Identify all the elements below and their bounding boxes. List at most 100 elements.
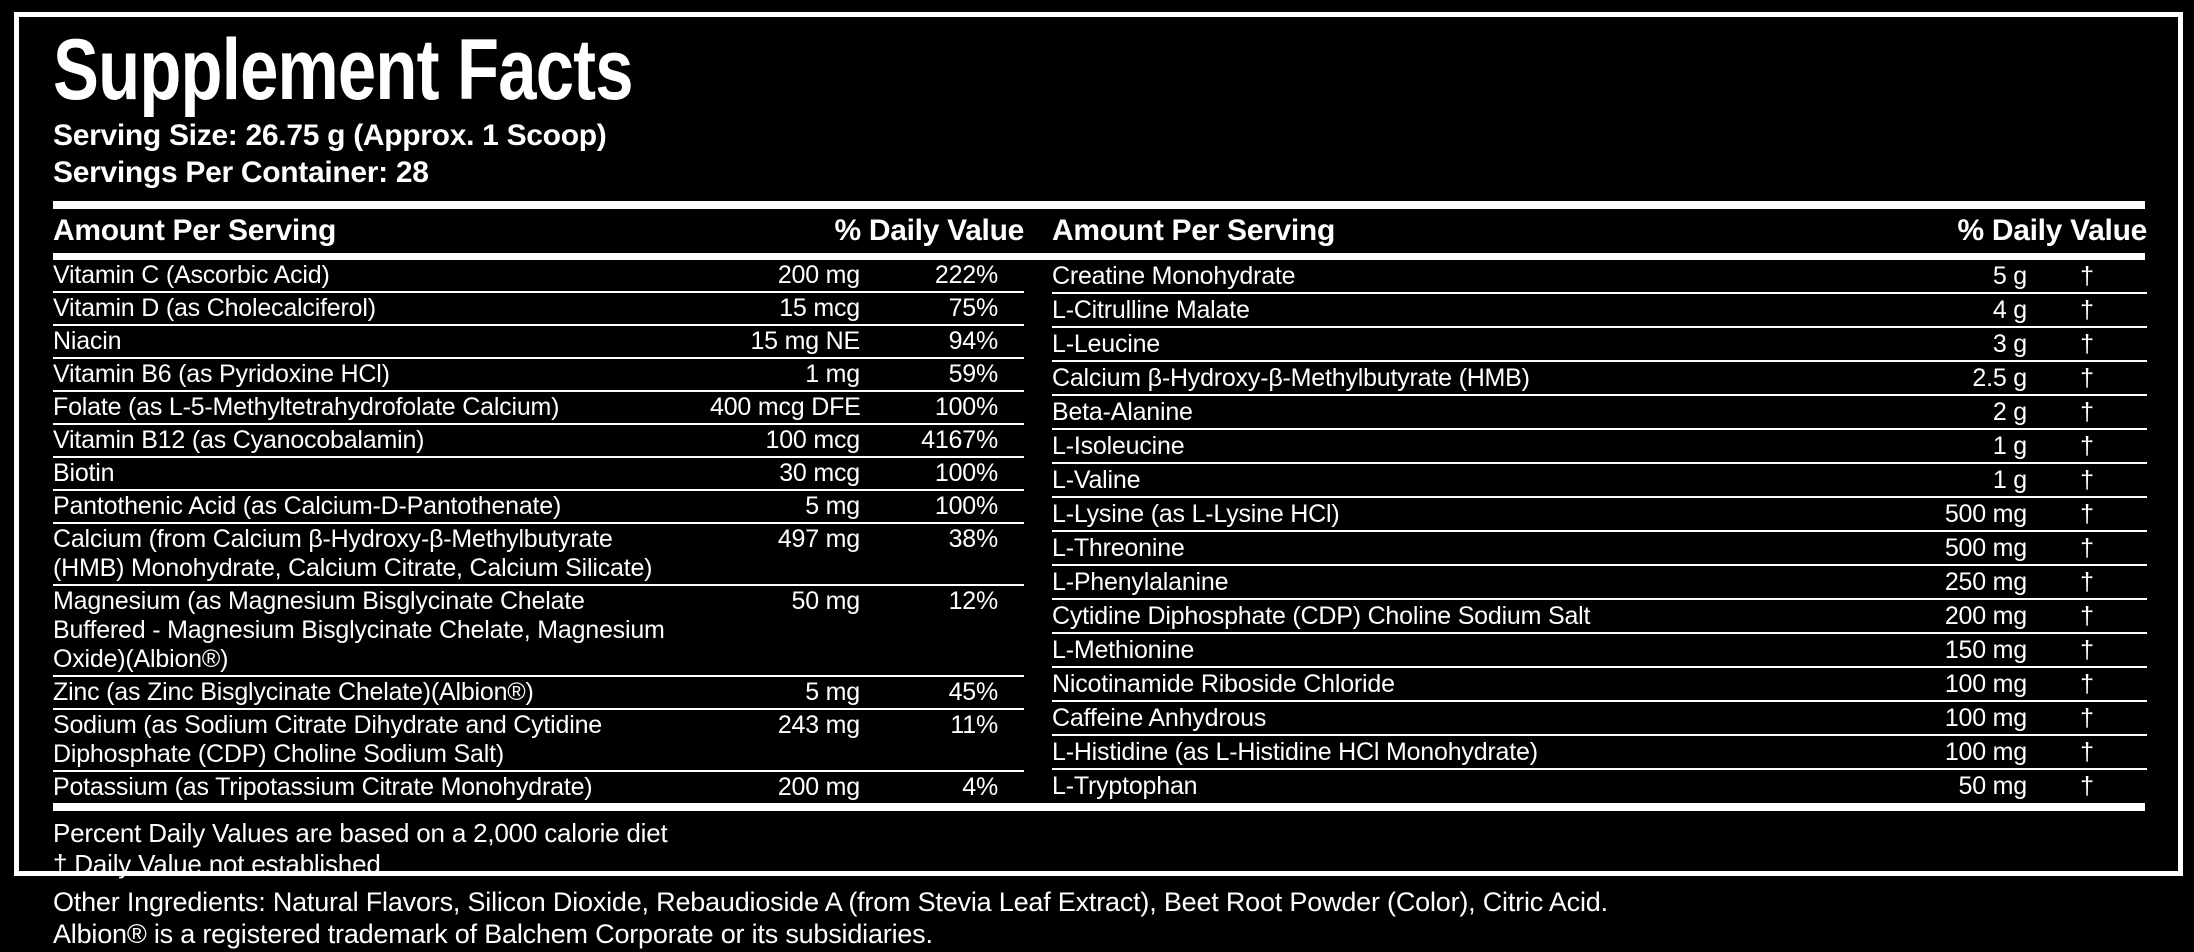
right-column-header: Amount Per Serving % Daily Value (1052, 209, 2147, 253)
table-row: Calcium (from Calcium β-Hydroxy-β-Methyl… (53, 524, 1024, 586)
table-row: L-Phenylalanine 250 mg † (1052, 566, 2147, 600)
ingredient-name: L-Tryptophan (1052, 772, 1198, 800)
ingredient-amount: 50 mg (1958, 772, 2028, 800)
table-row: Nicotinamide Riboside Chloride 100 mg † (1052, 668, 2147, 702)
ingredient-daily-value: 12% (948, 587, 999, 615)
ingredient-daily-value: † (2080, 466, 2094, 494)
table-row: L-Lysine (as L-Lysine HCl) 500 mg † (1052, 498, 2147, 532)
ingredient-name: L-Methionine (1052, 636, 1195, 664)
ingredient-daily-value: 45% (948, 678, 999, 706)
ingredient-daily-value: † (2080, 534, 2094, 562)
ingredient-daily-value: † (2080, 602, 2094, 630)
ingredient-name: Biotin (53, 459, 115, 487)
ingredient-amount: 100 mcg (765, 426, 861, 454)
table-row: Sodium (as Sodium Citrate Dihydrate and … (53, 710, 1024, 772)
ingredient-name: Beta-Alanine (1052, 398, 1193, 426)
ingredient-amount: 3 g (1992, 330, 2027, 358)
daily-value-header: % Daily Value (834, 214, 1024, 247)
ingredient-amount: 150 mg (1944, 636, 2027, 664)
ingredient-amount: 2 g (1992, 398, 2027, 426)
ingredient-name: Cytidine Diphosphate (CDP) Choline Sodiu… (1052, 602, 1591, 630)
ingredient-daily-value: 222% (934, 261, 998, 289)
table-row: Vitamin D (as Cholecalciferol) 15 mcg 75% (53, 293, 1024, 326)
table-row: Biotin 30 mcg 100% (53, 458, 1024, 491)
ingredient-amount: 200 mg (777, 261, 860, 289)
daily-value-header: % Daily Value (1957, 214, 2147, 247)
ingredient-name: Calcium (from Calcium β-Hydroxy-β-Methyl… (53, 525, 653, 582)
table-row: L-Histidine (as L-Histidine HCl Monohydr… (1052, 736, 2147, 770)
table-row: Magnesium (as Magnesium Bisglycinate Che… (53, 586, 1024, 677)
ingredient-amount: 100 mg (1944, 704, 2027, 732)
ingredient-amount: 500 mg (1944, 534, 2027, 562)
table-row: Caffeine Anhydrous 100 mg † (1052, 702, 2147, 736)
ingredient-amount: 5 mg (805, 492, 860, 520)
supplement-facts-panel: Supplement Facts Serving Size: 26.75 g (… (14, 12, 2183, 879)
ingredient-name: Nicotinamide Riboside Chloride (1052, 670, 1395, 698)
table-row: Pantothenic Acid (as Calcium-D-Pantothen… (53, 491, 1024, 524)
ingredient-daily-value: † (2080, 500, 2094, 528)
ingredient-name: Sodium (as Sodium Citrate Dihydrate and … (53, 711, 602, 768)
ingredient-amount: 2.5 g (1972, 364, 2027, 392)
serving-size: Serving Size: 26.75 g (Approx. 1 Scoop) (53, 119, 607, 152)
ingredient-daily-value: † (2080, 704, 2094, 732)
below-panel-notes: Other Ingredients: Natural Flavors, Sili… (53, 886, 1608, 950)
servings-per-container: Servings Per Container: 28 (53, 156, 429, 189)
ingredient-amount: 4 g (1992, 296, 2027, 324)
table-row: Vitamin B6 (as Pyridoxine HCl) 1 mg 59% (53, 359, 1024, 392)
ingredient-name: L-Citrulline Malate (1052, 296, 1250, 324)
divider-thick-top (53, 201, 2145, 209)
table-row: Beta-Alanine 2 g † (1052, 396, 2147, 430)
ingredient-amount: 200 mg (777, 773, 860, 801)
ingredient-amount: 5 mg (805, 678, 860, 706)
trademark-note: Albion® is a registered trademark of Bal… (53, 919, 933, 949)
ingredient-amount: 30 mcg (779, 459, 860, 487)
ingredient-amount: 1 g (1992, 466, 2027, 494)
dagger-footnote: † Daily Value not established (53, 849, 381, 879)
ingredient-name: L-Lysine (as L-Lysine HCl) (1052, 500, 1340, 528)
ingredient-name: L-Phenylalanine (1052, 568, 1229, 596)
ingredient-amount: 15 mg NE (750, 327, 860, 355)
ingredient-name: L-Valine (1052, 466, 1141, 494)
percent-dv-footnote: Percent Daily Values are based on a 2,00… (53, 818, 668, 848)
ingredient-tables: Vitamin C (Ascorbic Acid) 200 mg 222% Vitam… (53, 260, 2147, 803)
ingredient-amount: 200 mg (1944, 602, 2027, 630)
table-row: L-Citrulline Malate 4 g † (1052, 294, 2147, 328)
ingredient-name: L-Histidine (as L-Histidine HCl Monohydr… (1052, 738, 1538, 766)
ingredient-amount: 1 g (1992, 432, 2027, 460)
table-row: Creatine Monohydrate 5 g † (1052, 260, 2147, 294)
ingredient-amount: 500 mg (1944, 500, 2027, 528)
ingredient-amount: 497 mg (777, 525, 860, 553)
serving-info: Serving Size: 26.75 g (Approx. 1 Scoop) … (53, 117, 2145, 191)
ingredient-daily-value: 75% (948, 294, 999, 322)
ingredient-daily-value: † (2080, 364, 2094, 392)
ingredient-amount: 50 mg (791, 587, 861, 615)
table-row: L-Isoleucine 1 g † (1052, 430, 2147, 464)
ingredient-amount: 400 mcg DFE (710, 393, 861, 421)
ingredient-name: Vitamin D (as Cholecalciferol) (53, 294, 376, 322)
table-row: Potassium (as Tripotassium Citrate Monoh… (53, 772, 1024, 803)
footnotes: Percent Daily Values are based on a 2,00… (53, 811, 2145, 880)
ingredient-name: Caffeine Anhydrous (1052, 704, 1267, 732)
ingredient-daily-value: † (2080, 296, 2094, 324)
amount-per-serving-header: Amount Per Serving (1052, 214, 1335, 247)
ingredient-name: Magnesium (as Magnesium Bisglycinate Che… (53, 587, 665, 673)
ingredient-name: L-Isoleucine (1052, 432, 1185, 460)
ingredient-name: L-Leucine (1052, 330, 1161, 358)
table-row: Cytidine Diphosphate (CDP) Choline Sodiu… (1052, 600, 2147, 634)
ingredient-name: L-Threonine (1052, 534, 1185, 562)
table-row: Vitamin B12 (as Cyanocobalamin) 100 mcg 41… (53, 425, 1024, 458)
table-row: Vitamin C (Ascorbic Acid) 200 mg 222% (53, 260, 1024, 293)
table-row: Niacin 15 mg NE 94% (53, 326, 1024, 359)
table-row: L-Valine 1 g † (1052, 464, 2147, 498)
ingredient-amount: 100 mg (1944, 670, 2027, 698)
left-column-header: Amount Per Serving % Daily Value (53, 209, 1024, 253)
table-row: L-Leucine 3 g † (1052, 328, 2147, 362)
ingredient-daily-value: † (2080, 262, 2094, 290)
ingredient-amount: 250 mg (1944, 568, 2027, 596)
ingredient-daily-value: 94% (948, 327, 999, 355)
ingredient-name: Folate (as L-5-Methyltetrahydrofolate Ca… (53, 393, 560, 421)
ingredient-daily-value: 100% (934, 393, 998, 421)
ingredient-amount: 100 mg (1944, 738, 2027, 766)
divider-thick-bottom (53, 803, 2145, 811)
